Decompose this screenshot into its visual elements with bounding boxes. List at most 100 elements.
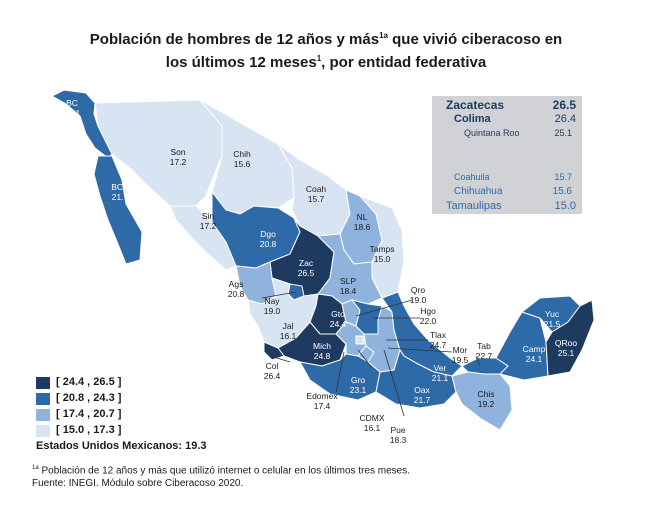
title-line1-b: que vivió ciberacoso en <box>387 31 563 48</box>
label-gro-abbr: Gro <box>351 375 365 385</box>
legend-swatch <box>36 377 50 389</box>
label-pue-value: 18.3 <box>390 435 407 445</box>
rank-bottom-1-state: Coahuila <box>454 172 490 182</box>
legend-swatch <box>36 425 50 437</box>
legend-swatch <box>36 409 50 421</box>
rank-top-1-state: Zacatecas <box>446 98 505 112</box>
label-ags-value: 20.8 <box>228 289 245 299</box>
label-slp-abbr: SLP <box>340 276 356 286</box>
label-ags-abbr: Ags <box>229 279 244 289</box>
label-qroo-abbr: QRoo <box>555 338 577 348</box>
label-ver-value: 21.1 <box>432 373 449 383</box>
state-chis <box>451 371 513 431</box>
label-chis-abbr: Chis <box>477 389 494 399</box>
title-line2-a: los últimos 12 meses <box>165 54 317 71</box>
title-line2-sup: 1 <box>316 54 322 63</box>
label-dgo-abbr: Dgo <box>260 229 276 239</box>
rank-bottom-2-state: Chihuahua <box>454 186 503 197</box>
label-nl-abbr: NL <box>357 212 368 222</box>
label-tab-value: 22.7 <box>476 351 493 361</box>
rank-bottom-1-value: 15.7 <box>554 172 572 182</box>
rank-bottom-3-value: 15.0 <box>554 200 576 212</box>
label-qro-abbr: Qro <box>411 285 425 295</box>
label-tamps-abbr: Tamps <box>369 244 394 254</box>
state-qroo <box>545 299 595 377</box>
label-gro-value: 23.1 <box>350 385 367 395</box>
label-ver-abbr: Ver <box>434 363 447 373</box>
footnote-sup: 1a <box>32 465 39 471</box>
state-sin <box>169 205 237 271</box>
label-coah-abbr: Coah <box>306 184 327 194</box>
label-jal-value: 16.1 <box>280 331 297 341</box>
title-line2-b: , por entidad federativa <box>321 54 487 71</box>
rank-top-3-value: 25.1 <box>554 128 572 138</box>
label-zac-abbr: Zac <box>299 258 314 268</box>
label-col-abbr: Col <box>266 361 279 371</box>
label-mich-value: 24.8 <box>314 351 331 361</box>
ranking-box: Zacatecas 26.5 Colima 26.4 Quintana Roo … <box>432 96 582 214</box>
label-nay-abbr: Nay <box>264 296 280 306</box>
national-value: Estados Unidos Mexicanos: 19.3 <box>36 440 207 452</box>
footnote: 1a Población de 12 años y más que utiliz… <box>32 462 410 490</box>
label-pue-abbr: Pue <box>390 425 405 435</box>
label-mor-abbr: Mor <box>453 345 468 355</box>
footnote-line1: Población de 12 años y más que utilizó i… <box>38 465 410 477</box>
rank-top-2-value: 26.4 <box>554 113 576 125</box>
label-qroo-value: 25.1 <box>558 348 575 358</box>
label-yuc-value: 21.5 <box>544 319 561 329</box>
label-tlax-abbr: Tlax <box>430 330 447 340</box>
rank-top-2-state: Colima <box>454 113 491 125</box>
label-cdmx-abbr: CDMX <box>359 413 384 423</box>
label-hgo-abbr: Hgo <box>420 306 436 316</box>
state-gro <box>299 353 381 401</box>
label-bc-value: 22.1 <box>64 108 81 118</box>
label-qro-value: 19.0 <box>410 295 427 305</box>
label-cdmx-value: 16.1 <box>364 423 381 433</box>
label-dgo-value: 20.8 <box>260 239 277 249</box>
state-cdmx <box>355 335 365 345</box>
map-title: Población de hombres de 12 años y más1a … <box>0 26 652 72</box>
label-chih-abbr: Chih <box>233 149 251 159</box>
rank-bottom-3-state: Tamaulipas <box>446 200 502 212</box>
legend-label: [ 20.8 , 24.3 ] <box>56 392 122 404</box>
label-jal-abbr: Jal <box>283 321 294 331</box>
label-tamps-value: 15.0 <box>374 254 391 264</box>
label-oax-abbr: Oax <box>414 385 430 395</box>
label-mich-abbr: Mich <box>313 341 331 351</box>
label-gto-value: 24.4 <box>330 319 347 329</box>
label-bc-abbr: BC <box>66 98 78 108</box>
label-bcs-abbr: BCS <box>111 182 129 192</box>
rank-top-3-state: Quintana Roo <box>464 128 520 138</box>
leader-lines <box>261 291 481 417</box>
rank-top-1-value: 26.5 <box>552 98 576 112</box>
state-labels: BC 22.1 BCS 21.7 Son 17.2 Chih 15.6 Coah… <box>64 98 578 445</box>
label-hgo-value: 22.0 <box>420 316 437 326</box>
label-mor-value: 19.5 <box>452 355 469 365</box>
title-line1-a: Población de hombres de 12 años y más <box>89 31 380 48</box>
label-oax-value: 21.7 <box>414 395 431 405</box>
legend-swatch <box>36 393 50 405</box>
label-tlax-value: 24.7 <box>430 340 447 350</box>
footnote-source: Fuente: INEGI. Módulo sobre Ciberacoso 2… <box>32 478 244 490</box>
label-gto-abbr: Gto <box>331 309 345 319</box>
label-nl-value: 18.6 <box>354 222 371 232</box>
label-yuc-abbr: Yuc <box>545 309 560 319</box>
label-col-value: 26.4 <box>264 371 281 381</box>
label-edomex-value: 17.4 <box>314 401 331 411</box>
title-line1-sup: 1a <box>379 31 388 40</box>
label-bcs-value: 21.7 <box>112 192 129 202</box>
label-nay-value: 19.0 <box>264 306 281 316</box>
legend-label: [ 15.0 , 17.3 ] <box>56 424 122 436</box>
label-son-abbr: Son <box>170 147 185 157</box>
label-camp-abbr: Camp <box>523 344 546 354</box>
label-slp-value: 18.4 <box>340 286 357 296</box>
label-zac-value: 26.5 <box>298 268 315 278</box>
label-sin-abbr: Sin <box>202 211 215 221</box>
label-coah-value: 15.7 <box>308 194 325 204</box>
rank-bottom-2-value: 15.6 <box>552 186 572 197</box>
label-chih-value: 15.6 <box>234 159 251 169</box>
label-edomex-abbr: Edomex <box>306 391 338 401</box>
label-camp-value: 24.1 <box>526 354 543 364</box>
legend-label: [ 17.4 , 20.7 ] <box>56 408 122 420</box>
